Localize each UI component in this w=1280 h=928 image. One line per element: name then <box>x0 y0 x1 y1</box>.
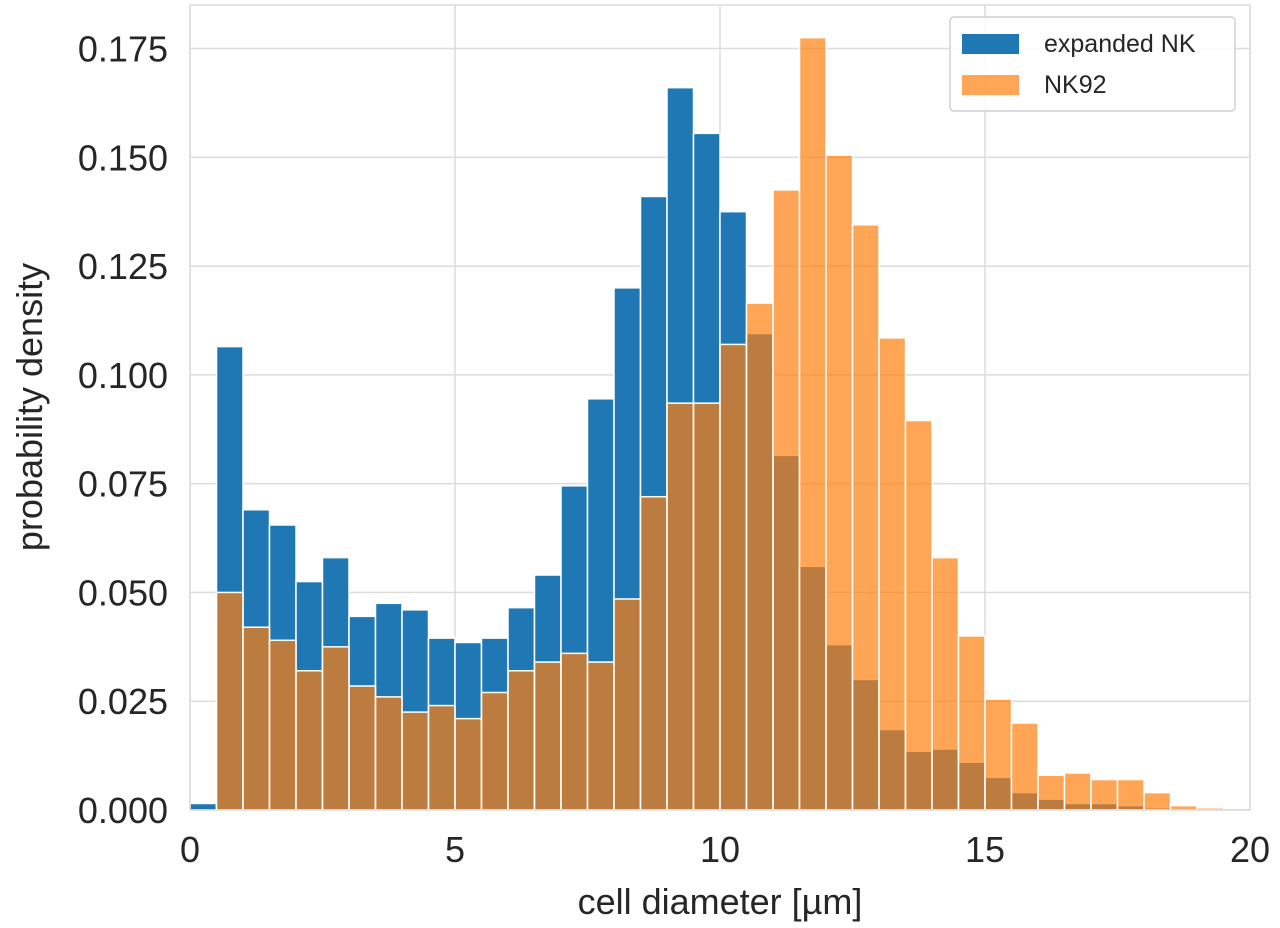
x-tick-label: 5 <box>445 829 465 870</box>
histogram-bar <box>533 661 562 811</box>
histogram-bar <box>242 626 271 811</box>
histogram-bar <box>560 652 589 811</box>
histogram-bar <box>1010 722 1039 811</box>
y-tick-labels: 0.000 0.025 0.050 0.075 0.100 0.125 0.150 0.175 <box>78 29 168 831</box>
histogram-bar <box>878 337 907 811</box>
plot-frame <box>189 4 1251 811</box>
histogram-bar <box>1063 772 1092 811</box>
y-tick-label: 0.000 <box>78 790 168 831</box>
histogram-bar <box>401 711 430 811</box>
x-tick-label: 20 <box>1230 829 1270 870</box>
histogram-bar <box>772 189 801 811</box>
histogram-bar <box>666 402 695 811</box>
histogram-bar <box>719 343 748 811</box>
legend-label-expanded-nk: expanded NK <box>1044 30 1196 58</box>
x-tick-label: 15 <box>965 829 1005 870</box>
y-tick-label: 0.025 <box>78 681 168 722</box>
legend-frame <box>949 16 1236 112</box>
bars <box>189 36 1225 811</box>
legend-swatch-nk92 <box>962 75 1019 95</box>
histogram-bar <box>215 591 244 811</box>
y-tick-label: 0.150 <box>78 137 168 178</box>
histogram-bar <box>851 223 880 811</box>
y-axis-label: probability density <box>9 263 50 551</box>
series-nk92 <box>215 36 1225 811</box>
x-axis-label: cell diameter [µm] <box>578 881 863 922</box>
x-tick-label: 10 <box>700 829 740 870</box>
histogram-bar <box>480 691 509 811</box>
histogram-bar <box>321 646 350 811</box>
legend-label-nk92: NK92 <box>1044 71 1107 99</box>
histogram-bar <box>825 154 854 811</box>
histogram-bar <box>931 556 960 811</box>
y-tick-label: 0.125 <box>78 246 168 287</box>
x-tick-labels: 0 5 10 15 20 <box>180 829 1270 870</box>
y-tick-label: 0.175 <box>78 29 168 70</box>
histogram-bar <box>984 698 1013 811</box>
histogram-bar <box>348 685 377 811</box>
histogram-bar <box>268 639 297 811</box>
histogram-bar <box>957 635 986 811</box>
histogram-bar <box>374 696 403 811</box>
y-tick-label: 0.075 <box>78 464 168 505</box>
legend: expanded NK NK92 <box>949 16 1236 112</box>
histogram-bar <box>586 661 615 811</box>
histogram-bar <box>639 495 668 811</box>
histogram-bar <box>613 598 642 811</box>
y-tick-label: 0.100 <box>78 355 168 396</box>
histogram-bar <box>507 670 536 811</box>
histogram-bar <box>295 670 324 811</box>
histogram-bar <box>798 36 827 811</box>
y-tick-label: 0.050 <box>78 572 168 613</box>
histogram-bar <box>904 419 933 811</box>
legend-swatch-expanded-nk <box>962 34 1019 54</box>
histogram-bar <box>1143 791 1172 811</box>
x-tick-label: 0 <box>180 829 200 870</box>
histogram-bar <box>1116 778 1145 811</box>
histogram-bar <box>189 802 218 811</box>
histogram-bar <box>454 717 483 811</box>
histogram-bar <box>1037 774 1066 811</box>
histogram-bar <box>692 402 721 811</box>
histogram-bar <box>1090 778 1119 811</box>
histogram-bar <box>745 302 774 811</box>
histogram-bar <box>427 704 456 811</box>
